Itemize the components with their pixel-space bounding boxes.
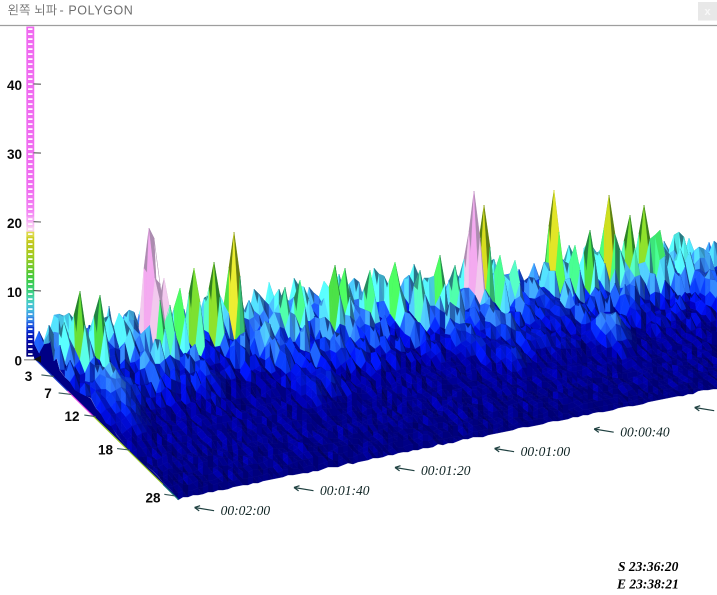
svg-text:S 23:36:20: S 23:36:20	[618, 559, 679, 574]
svg-text:E 23:38:21: E 23:38:21	[616, 577, 679, 592]
svg-text:x: x	[704, 6, 711, 18]
svg-text:- POLYGON: - POLYGON	[60, 3, 134, 17]
svg-text:00:00:40: 00:00:40	[620, 425, 670, 440]
svg-text:10: 10	[7, 285, 22, 300]
svg-text:00:01:00: 00:01:00	[521, 444, 571, 459]
svg-text:30: 30	[7, 147, 22, 162]
svg-text:12: 12	[64, 409, 79, 424]
svg-text:7: 7	[44, 386, 52, 401]
svg-text:00:02:00: 00:02:00	[221, 503, 271, 518]
svg-text:3: 3	[25, 369, 33, 384]
svg-text:40: 40	[7, 78, 22, 93]
svg-text:18: 18	[98, 443, 114, 458]
svg-text:0: 0	[14, 354, 22, 369]
svg-text:28: 28	[145, 491, 161, 506]
svg-text:20: 20	[7, 216, 22, 231]
svg-text:00:01:20: 00:01:20	[421, 463, 471, 478]
svg-text:00:01:40: 00:01:40	[320, 483, 370, 498]
